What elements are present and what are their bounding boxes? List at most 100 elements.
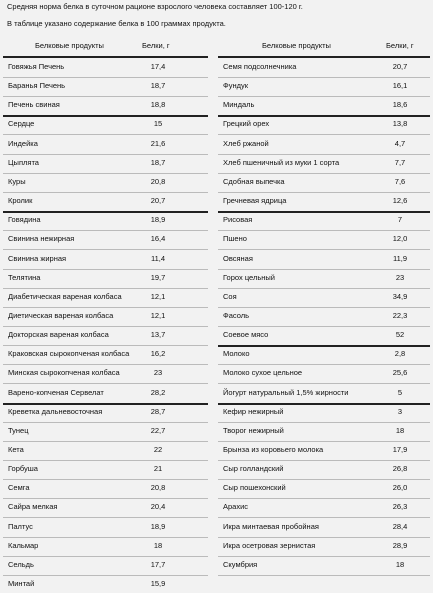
product-name: Соя (223, 291, 237, 301)
table-row: Фасоль 22,3 (218, 307, 430, 327)
table-row: Гречневая ядрица 12,6 (218, 192, 430, 214)
protein-value: 19,7 (150, 272, 166, 282)
table-row: Соя 34,9 (218, 288, 430, 308)
product-name: Диабетическая вареная колбаса (8, 291, 122, 301)
product-name: Пшено (223, 234, 247, 244)
protein-value: 13,8 (392, 119, 408, 129)
protein-value: 22,3 (392, 310, 408, 320)
protein-value: 15 (153, 119, 163, 129)
table-row: Цыплята 18,7 (3, 154, 208, 174)
protein-value: 25,6 (392, 368, 408, 378)
protein-value: 28,4 (392, 521, 408, 531)
product-name: Баранья Печень (8, 81, 66, 91)
product-name: Куры (8, 176, 26, 186)
product-name: Семга (8, 483, 30, 493)
table-row: Рисовая 7 (218, 211, 430, 232)
protein-value: 17,9 (392, 445, 408, 454)
product-name: Сыр голландский (223, 464, 284, 474)
product-name: Брынза из коровьего молока (223, 445, 324, 454)
table-row: Молоко сухое цельное 25,6 (218, 364, 430, 385)
protein-value: 7,7 (394, 157, 406, 167)
product-name: Палтус (8, 521, 33, 531)
protein-value: 28,2 (150, 387, 166, 397)
product-name: Хлеб ржаной (223, 138, 269, 148)
table-row: Скумбрия 18 (218, 556, 430, 576)
product-name: Свинина нежирная (8, 234, 75, 244)
table-row: Семя подсолнечника 20,7 (218, 58, 430, 78)
table-row: Варено-копченая Сервелат 28,2 (3, 384, 208, 405)
product-name: Минская сырокопченая колбаса (8, 368, 120, 378)
product-name: Говядина (8, 215, 41, 225)
protein-value: 18 (395, 425, 405, 435)
table-row: Йогурт натуральный 1,5% жирности 5 (218, 384, 430, 405)
product-name: Сельдь (8, 559, 34, 569)
table-row: Диабетическая вареная колбаса 12,1 (3, 288, 208, 308)
product-name: Кальмар (8, 540, 39, 550)
product-name: Говяжья Печень (8, 62, 65, 71)
protein-value: 17,4 (150, 62, 166, 71)
intro-line: В таблице указано содержание белка в 100… (7, 19, 226, 28)
table-row: Фундук 16,1 (218, 77, 430, 98)
product-name: Минтай (8, 579, 35, 589)
protein-value: 18,9 (150, 215, 166, 225)
header-cell: Белки, г (386, 41, 414, 50)
product-name: Сыр пошехонский (223, 483, 286, 493)
table-row: Сыр пошехонский 26,0 (218, 479, 430, 500)
table-row: Куры 20,8 (3, 173, 208, 193)
table-row: Краковская сырокопченая колбаса 16,2 (3, 345, 208, 366)
protein-value: 11,9 (392, 253, 408, 263)
table-row: Кролик 20,7 (3, 192, 208, 214)
table-row: Сельдь 17,7 (3, 556, 208, 576)
table-row: Сыр голландский 26,8 (218, 460, 430, 481)
table-row: Свинина нежирная 16,4 (3, 230, 208, 251)
product-name: Диетическая вареная колбаса (8, 310, 114, 320)
protein-value: 5 (397, 387, 403, 397)
product-name: Индейка (8, 138, 38, 148)
protein-value: 12,6 (392, 196, 408, 206)
product-name: Фасоль (223, 310, 249, 320)
protein-value: 21,6 (150, 138, 166, 148)
protein-value: 18,8 (150, 100, 166, 110)
protein-value: 34,9 (392, 291, 408, 301)
protein-value: 11,4 (150, 253, 166, 263)
table-row: Арахис 26,3 (218, 498, 430, 519)
table-row: Палтус 18,9 (3, 518, 208, 538)
protein-value: 16,4 (150, 234, 166, 244)
protein-value: 18 (153, 540, 163, 550)
protein-value: 23 (395, 272, 405, 282)
product-name: Докторская вареная колбаса (8, 330, 109, 340)
table-row: Брынза из коровьего молока 17,9 (218, 441, 430, 461)
table-row: Свинина жирная 11,4 (3, 250, 208, 270)
product-name: Овсяная (223, 253, 253, 263)
product-name: Сердце (8, 119, 35, 129)
protein-value: 22,7 (150, 425, 166, 435)
table-row: Минтай 15,9 (3, 575, 208, 593)
table-row: Минская сырокопченая колбаса 23 (3, 364, 208, 385)
table-row: Соевое мясо 52 (218, 326, 430, 348)
protein-value: 17,7 (150, 559, 166, 569)
product-name: Грецкий орех (223, 119, 270, 129)
product-name: Гречневая ядрица (223, 196, 287, 206)
product-name: Молоко сухое цельное (223, 368, 303, 378)
protein-value: 20,4 (150, 502, 166, 512)
table-row: Сдобная выпечка 7,6 (218, 173, 430, 193)
table-row: Пшено 12,0 (218, 230, 430, 251)
protein-value: 18,7 (150, 157, 166, 167)
table-row: Говяжья Печень 17,4 (3, 58, 208, 78)
protein-value: 13,7 (150, 330, 166, 340)
product-name: Горох цельный (223, 272, 275, 282)
protein-value: 7 (397, 215, 403, 225)
protein-value: 16,1 (392, 81, 408, 91)
product-name: Горбуша (8, 464, 38, 474)
protein-value: 15,9 (150, 579, 166, 589)
product-name: Кролик (8, 196, 33, 206)
product-name: Краковская сырокопченая колбаса (8, 349, 130, 359)
table-row: Тунец 22,7 (3, 422, 208, 442)
protein-value: 4,7 (394, 138, 406, 148)
header-rule (3, 56, 208, 58)
table-row: Креветка дальневосточная 28,7 (3, 403, 208, 423)
protein-value: 12,1 (150, 291, 166, 301)
protein-value: 22 (153, 445, 163, 454)
protein-value: 20,8 (150, 483, 166, 493)
table-row: Молоко 2,8 (218, 345, 430, 366)
